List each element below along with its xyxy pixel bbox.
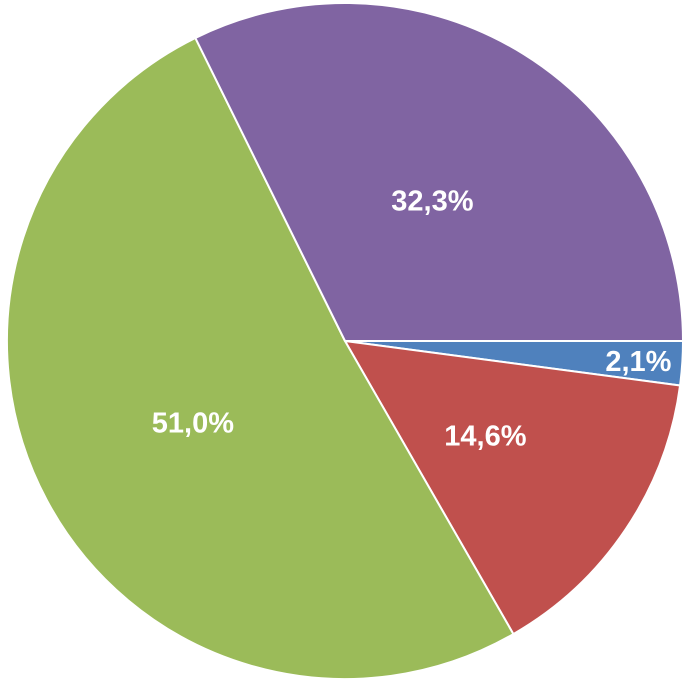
pie-slice-label-2: 51,0% bbox=[152, 408, 234, 440]
pie-slice-label-3: 32,3% bbox=[391, 186, 473, 218]
pie-slice-2 bbox=[5, 36, 515, 680]
pie-slice-label-1: 14,6% bbox=[444, 421, 526, 453]
pie-slice-label-0: 2,1% bbox=[605, 346, 671, 378]
pie-slice-3 bbox=[194, 2, 684, 342]
pie-slice-1 bbox=[344, 340, 682, 636]
